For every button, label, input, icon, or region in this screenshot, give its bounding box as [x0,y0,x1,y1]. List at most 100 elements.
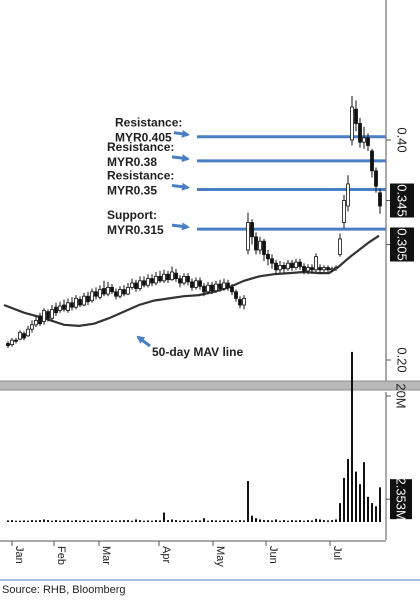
candle-body [326,267,330,271]
candle-body [162,273,166,282]
month-label: Mar [100,546,112,565]
volume-bar [151,520,153,522]
mav-label: 50-day MAV line [152,345,243,359]
candle-body [242,297,246,306]
candle-body [186,275,190,283]
candle-body [58,305,62,311]
volume-bar [303,520,305,522]
candle-body [318,267,322,271]
level-value: MYR0.38 [107,155,157,169]
candle-body [262,240,266,255]
volume-bar [215,520,217,522]
candle-body [126,286,130,295]
candle-body [42,310,46,322]
volume-bar [311,520,313,522]
volume-bar [327,520,329,522]
volume-bar [83,520,85,522]
volume-bar [127,520,129,522]
candle-body [90,291,94,301]
volume-bar [123,520,125,522]
candle-body [218,283,222,289]
candle-body [166,273,170,281]
candle-body [294,261,298,269]
candle-body [334,267,338,270]
volume-bar [191,520,193,522]
volume-bar [75,520,77,522]
candle-body [26,328,30,337]
volume-bar [139,520,141,522]
volume-label-box [390,479,412,520]
month-label: Apr [160,546,172,563]
candle-body [342,200,346,223]
volume-bar [43,519,45,522]
volume-bar [211,520,213,522]
candle-body [22,333,26,339]
volume-bar [87,520,89,522]
volume-bar [335,519,337,522]
candle-body [226,282,230,288]
candle-body [66,302,70,311]
candle-body [182,275,186,284]
candle-body [6,343,10,347]
candle-body [322,267,326,271]
source-note: Source: RHB, Bloomberg [2,584,126,596]
volume-bar [375,506,377,522]
volume-bar [63,520,65,522]
volume-bar [91,520,93,522]
volume-bar [363,462,365,522]
volume-tick-label: 2.353M [394,477,409,520]
candle-body [178,278,182,284]
volume-bar [287,520,289,522]
candle-body [210,284,214,292]
candle-body [350,106,354,141]
candle-body [282,264,286,270]
candle-body [18,332,22,340]
volume-bar [255,518,257,522]
candle-body [354,108,358,124]
candle-body [54,306,58,314]
volume-bar [55,520,57,522]
volume-bar [175,520,177,522]
volume-bar [359,484,361,522]
candle-body [10,339,14,346]
volume-bar [67,520,69,522]
price-label-box [390,183,414,218]
volume-bar [351,351,353,522]
candle-body [346,183,350,207]
month-label: Jul [331,546,343,560]
candle-body [170,271,174,281]
candle-body [142,280,146,286]
volume-bar [331,520,333,522]
candle-body [202,285,206,293]
level-arrow [171,182,190,191]
volume-bar [115,520,117,522]
volume-bar [59,520,61,522]
candle-body [338,238,342,255]
volume-bar [267,520,269,522]
candle-body [314,256,318,271]
candle-body [174,272,178,280]
volume-bar [19,520,21,522]
volume-bar [283,520,285,522]
volume-bar [147,520,149,522]
volume-bar [27,520,29,522]
volume-bar [71,520,73,522]
volume-bar [183,520,185,522]
candle-body [130,282,134,288]
volume-bar [31,520,33,522]
volume-bar [79,520,81,522]
month-label: Jan [13,546,25,564]
level-arrow [171,154,190,163]
panel-separator [0,381,420,390]
candle-body [114,291,118,297]
volume-bar [135,519,137,522]
volume-bar [343,477,345,522]
volume-bar [99,520,101,522]
month-label: Jun [267,546,279,564]
volume-bar [143,520,145,522]
price-tick-label: 0.345 [395,184,410,217]
candle-body [310,267,314,271]
candle-body [134,282,138,289]
volume-bar [243,520,245,522]
